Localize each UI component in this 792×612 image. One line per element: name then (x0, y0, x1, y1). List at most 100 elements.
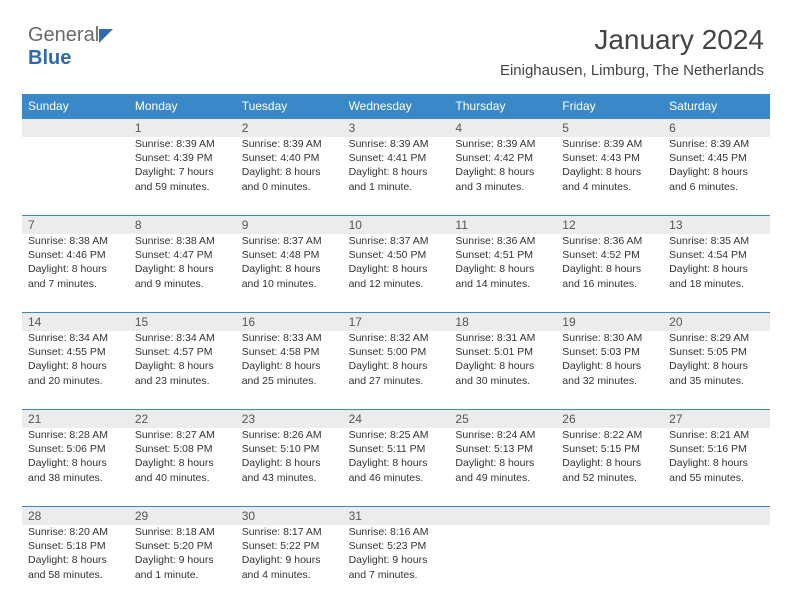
day-cell: Sunrise: 8:39 AMSunset: 4:39 PMDaylight:… (129, 137, 236, 215)
day-cell (22, 137, 129, 215)
day-cell: Sunrise: 8:26 AMSunset: 5:10 PMDaylight:… (236, 428, 343, 506)
daylight-text: Daylight: 8 hours and 55 minutes. (669, 456, 764, 484)
sunset-text: Sunset: 5:20 PM (135, 539, 230, 553)
daylight-text: Daylight: 8 hours and 12 minutes. (349, 262, 444, 290)
day-cell: Sunrise: 8:21 AMSunset: 5:16 PMDaylight:… (663, 428, 770, 506)
sunrise-text: Sunrise: 8:17 AM (242, 525, 337, 539)
day-cell: Sunrise: 8:20 AMSunset: 5:18 PMDaylight:… (22, 525, 129, 603)
sunrise-text: Sunrise: 8:37 AM (242, 234, 337, 248)
daylight-text: Daylight: 8 hours and 35 minutes. (669, 359, 764, 387)
day-number-row: 78910111213 (22, 215, 770, 234)
day-number: 24 (343, 410, 450, 428)
day-header: Wednesday (343, 94, 450, 118)
sunrise-text: Sunrise: 8:18 AM (135, 525, 230, 539)
sunset-text: Sunset: 4:45 PM (669, 151, 764, 165)
day-number: 6 (663, 119, 770, 137)
day-number: 30 (236, 507, 343, 525)
logo-triangle-icon (99, 29, 113, 43)
day-number: 27 (663, 410, 770, 428)
sunset-text: Sunset: 4:41 PM (349, 151, 444, 165)
calendar-grid: Sunday Monday Tuesday Wednesday Thursday… (22, 94, 770, 603)
sunrise-text: Sunrise: 8:22 AM (562, 428, 657, 442)
sunrise-text: Sunrise: 8:39 AM (135, 137, 230, 151)
day-number: 2 (236, 119, 343, 137)
daylight-text: Daylight: 8 hours and 14 minutes. (455, 262, 550, 290)
sunset-text: Sunset: 5:08 PM (135, 442, 230, 456)
daylight-text: Daylight: 8 hours and 20 minutes. (28, 359, 123, 387)
sunset-text: Sunset: 4:51 PM (455, 248, 550, 262)
day-cell: Sunrise: 8:39 AMSunset: 4:43 PMDaylight:… (556, 137, 663, 215)
day-header: Friday (556, 94, 663, 118)
day-number: 28 (22, 507, 129, 525)
day-number (556, 507, 663, 525)
day-cell: Sunrise: 8:36 AMSunset: 4:51 PMDaylight:… (449, 234, 556, 312)
daylight-text: Daylight: 8 hours and 46 minutes. (349, 456, 444, 484)
day-cell: Sunrise: 8:25 AMSunset: 5:11 PMDaylight:… (343, 428, 450, 506)
day-number: 1 (129, 119, 236, 137)
daylight-text: Daylight: 9 hours and 4 minutes. (242, 553, 337, 581)
daylight-text: Daylight: 8 hours and 27 minutes. (349, 359, 444, 387)
day-number: 19 (556, 313, 663, 331)
day-header-row: Sunday Monday Tuesday Wednesday Thursday… (22, 94, 770, 118)
day-cell: Sunrise: 8:29 AMSunset: 5:05 PMDaylight:… (663, 331, 770, 409)
location-subtitle: Einighausen, Limburg, The Netherlands (500, 62, 764, 79)
day-cell: Sunrise: 8:36 AMSunset: 4:52 PMDaylight:… (556, 234, 663, 312)
sunrise-text: Sunrise: 8:26 AM (242, 428, 337, 442)
day-cell: Sunrise: 8:16 AMSunset: 5:23 PMDaylight:… (343, 525, 450, 603)
sunset-text: Sunset: 4:58 PM (242, 345, 337, 359)
day-number: 10 (343, 216, 450, 234)
sunset-text: Sunset: 4:46 PM (28, 248, 123, 262)
sunrise-text: Sunrise: 8:36 AM (562, 234, 657, 248)
logo-part1: General (28, 24, 99, 46)
daylight-text: Daylight: 8 hours and 3 minutes. (455, 165, 550, 193)
day-number: 7 (22, 216, 129, 234)
sunset-text: Sunset: 5:23 PM (349, 539, 444, 553)
sunrise-text: Sunrise: 8:39 AM (349, 137, 444, 151)
sunrise-text: Sunrise: 8:28 AM (28, 428, 123, 442)
daylight-text: Daylight: 8 hours and 4 minutes. (562, 165, 657, 193)
day-number: 14 (22, 313, 129, 331)
day-number: 11 (449, 216, 556, 234)
day-number: 23 (236, 410, 343, 428)
daylight-text: Daylight: 8 hours and 38 minutes. (28, 456, 123, 484)
day-header: Monday (129, 94, 236, 118)
day-cell: Sunrise: 8:39 AMSunset: 4:45 PMDaylight:… (663, 137, 770, 215)
day-cell: Sunrise: 8:37 AMSunset: 4:50 PMDaylight:… (343, 234, 450, 312)
sunrise-text: Sunrise: 8:39 AM (242, 137, 337, 151)
daylight-text: Daylight: 8 hours and 43 minutes. (242, 456, 337, 484)
daylight-text: Daylight: 7 hours and 59 minutes. (135, 165, 230, 193)
daylight-text: Daylight: 8 hours and 49 minutes. (455, 456, 550, 484)
day-header: Sunday (22, 94, 129, 118)
sunset-text: Sunset: 5:05 PM (669, 345, 764, 359)
sunset-text: Sunset: 4:39 PM (135, 151, 230, 165)
day-cell: Sunrise: 8:35 AMSunset: 4:54 PMDaylight:… (663, 234, 770, 312)
page-title: January 2024 (594, 24, 764, 56)
sunset-text: Sunset: 4:42 PM (455, 151, 550, 165)
day-number-row: 21222324252627 (22, 409, 770, 428)
sunset-text: Sunset: 5:13 PM (455, 442, 550, 456)
daylight-text: Daylight: 8 hours and 7 minutes. (28, 262, 123, 290)
day-number: 22 (129, 410, 236, 428)
day-cell: Sunrise: 8:18 AMSunset: 5:20 PMDaylight:… (129, 525, 236, 603)
sunset-text: Sunset: 4:47 PM (135, 248, 230, 262)
week-row: Sunrise: 8:28 AMSunset: 5:06 PMDaylight:… (22, 428, 770, 506)
sunrise-text: Sunrise: 8:31 AM (455, 331, 550, 345)
day-number: 12 (556, 216, 663, 234)
day-cell: Sunrise: 8:39 AMSunset: 4:41 PMDaylight:… (343, 137, 450, 215)
daylight-text: Daylight: 8 hours and 10 minutes. (242, 262, 337, 290)
day-number: 13 (663, 216, 770, 234)
day-cell: Sunrise: 8:33 AMSunset: 4:58 PMDaylight:… (236, 331, 343, 409)
sunrise-text: Sunrise: 8:34 AM (28, 331, 123, 345)
day-cell: Sunrise: 8:39 AMSunset: 4:42 PMDaylight:… (449, 137, 556, 215)
day-number-row: 28293031 (22, 506, 770, 525)
day-number: 29 (129, 507, 236, 525)
logo-part2: Blue (28, 47, 71, 69)
day-number-row: 14151617181920 (22, 312, 770, 331)
daylight-text: Daylight: 8 hours and 1 minute. (349, 165, 444, 193)
day-cell: Sunrise: 8:32 AMSunset: 5:00 PMDaylight:… (343, 331, 450, 409)
day-cell: Sunrise: 8:22 AMSunset: 5:15 PMDaylight:… (556, 428, 663, 506)
day-cell: Sunrise: 8:24 AMSunset: 5:13 PMDaylight:… (449, 428, 556, 506)
day-cell: Sunrise: 8:17 AMSunset: 5:22 PMDaylight:… (236, 525, 343, 603)
sunrise-text: Sunrise: 8:20 AM (28, 525, 123, 539)
sunset-text: Sunset: 5:06 PM (28, 442, 123, 456)
